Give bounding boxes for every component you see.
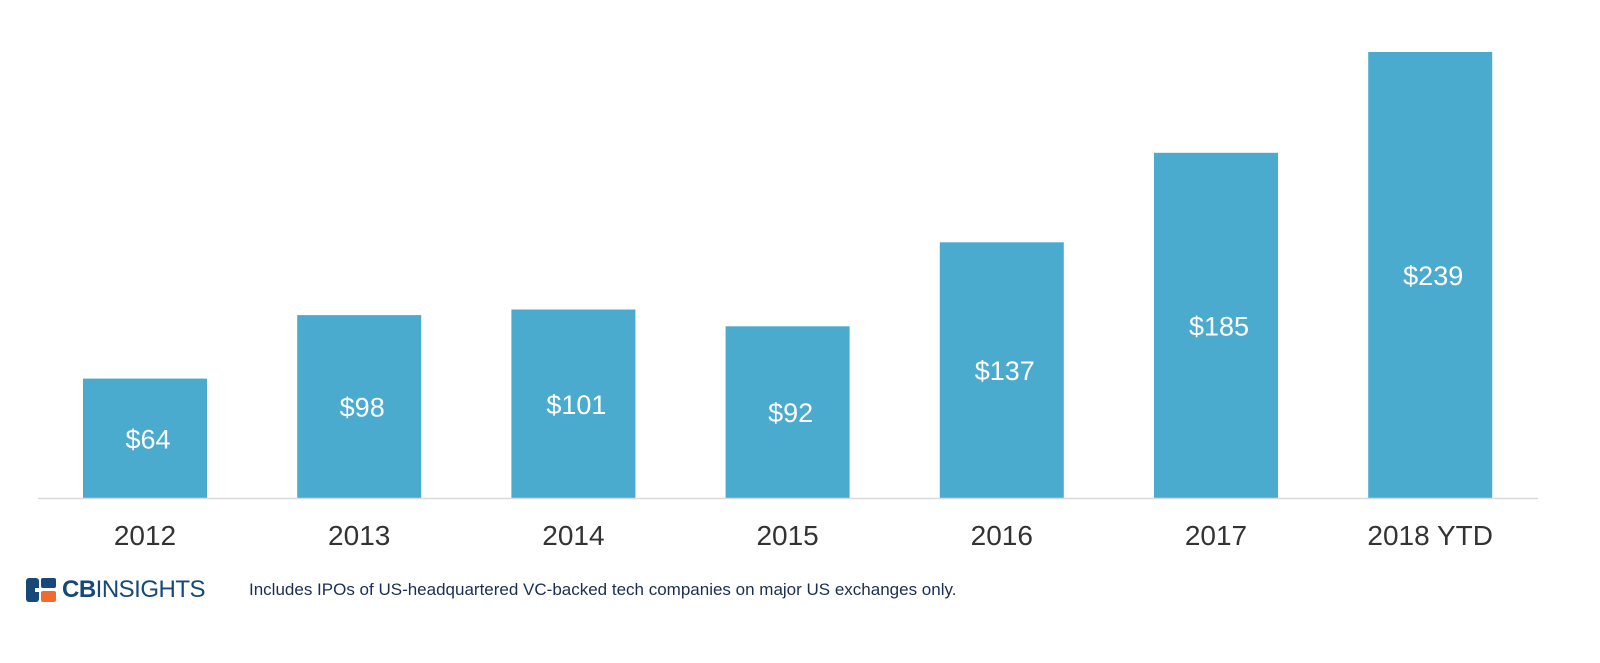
value-label-2016: $137 — [975, 356, 1035, 386]
footer: CB INSIGHTS — [26, 575, 206, 605]
value-label-2012: $64 — [125, 424, 170, 454]
value-labels-group: $64 $98 $101 $92 $137 $185 $239 — [125, 261, 1463, 454]
bar-2017 — [1154, 152, 1278, 499]
x-tick-label-2012: 2012 — [114, 520, 176, 551]
bar-2014 — [511, 309, 636, 498]
bar-2016 — [939, 242, 1064, 498]
bar-2013 — [297, 315, 422, 498]
footnote: Includes IPOs of US-headquartered VC-bac… — [249, 580, 957, 599]
x-tick-labels-group: 2012 2013 2014 2015 2016 2017 2018 YTD — [114, 520, 1493, 551]
bar-2012 — [83, 378, 207, 498]
bar-2015 — [725, 326, 850, 498]
value-label-2017: $185 — [1189, 311, 1249, 341]
value-label-2014: $101 — [546, 390, 606, 420]
x-tick-label-2018-ytd: 2018 YTD — [1367, 520, 1493, 551]
bar-2018-ytd — [1368, 52, 1493, 498]
cb-insights-logo-icon — [26, 578, 56, 602]
value-label-2013: $98 — [340, 393, 385, 423]
x-tick-label-2014: 2014 — [542, 520, 604, 551]
x-tick-label-2015: 2015 — [756, 520, 818, 551]
logo-text-cb: CB — [62, 576, 96, 603]
logo-text-insights: INSIGHTS — [95, 576, 206, 603]
cb-insights-logo: CB INSIGHTS — [26, 575, 206, 605]
bars-group — [83, 52, 1493, 499]
x-tick-label-2016: 2016 — [971, 520, 1033, 551]
x-tick-label-2017: 2017 — [1185, 520, 1247, 551]
value-label-2018-ytd: $239 — [1403, 261, 1463, 291]
x-tick-label-2013: 2013 — [328, 520, 390, 551]
value-label-2015: $92 — [768, 398, 813, 428]
